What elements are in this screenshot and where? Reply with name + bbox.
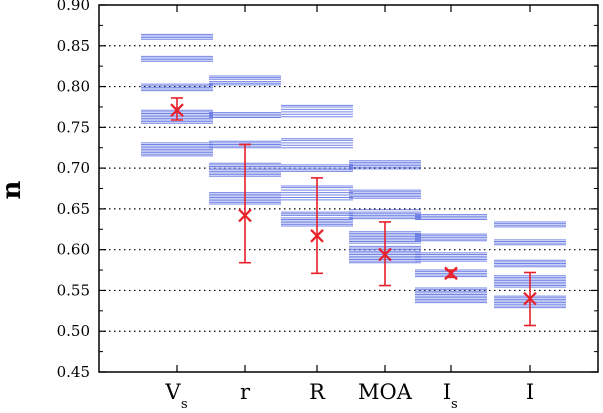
y-tick-label: 0.80 [57,78,90,96]
x-category-label: R [309,380,326,404]
y-tick-label: 0.70 [57,159,90,177]
mean-marker [170,103,184,117]
mean-markers [170,103,537,306]
y-tick-label: 0.55 [57,281,90,299]
x-category-subscript: s [181,397,188,412]
y-tick-label: 0.50 [57,322,90,340]
x-category-label: I [526,380,534,404]
grid-lines [99,45,598,332]
x-axis-ticks: Vsr R MOA IsI [164,5,534,412]
y-axis-ticks: 0.45 0.50 0.55 0.60 0.65 0.70 0.75 0.80 0.85 0.90 [57,0,598,381]
y-tick-label: 0.90 [57,0,90,14]
mean-marker [238,208,252,223]
x-category-label: V [164,380,181,404]
x-category-label: r [240,380,251,404]
mean-marker [310,229,324,243]
y-tick-label: 0.75 [57,118,90,136]
mean-marker [378,247,392,262]
mean-marker [523,291,537,306]
x-category-label: I [443,380,451,404]
x-category-subscript: s [451,397,458,412]
y-tick-label: 0.85 [57,37,90,55]
mean-marker [444,266,458,281]
y-tick-label: 0.60 [57,241,90,259]
error-bars [171,97,536,327]
y-axis-title: n [0,180,27,199]
y-tick-label: 0.65 [57,200,90,218]
x-category-label: MOA [358,380,413,404]
distribution-lines [141,33,566,309]
y-tick-label: 0.45 [57,363,90,381]
